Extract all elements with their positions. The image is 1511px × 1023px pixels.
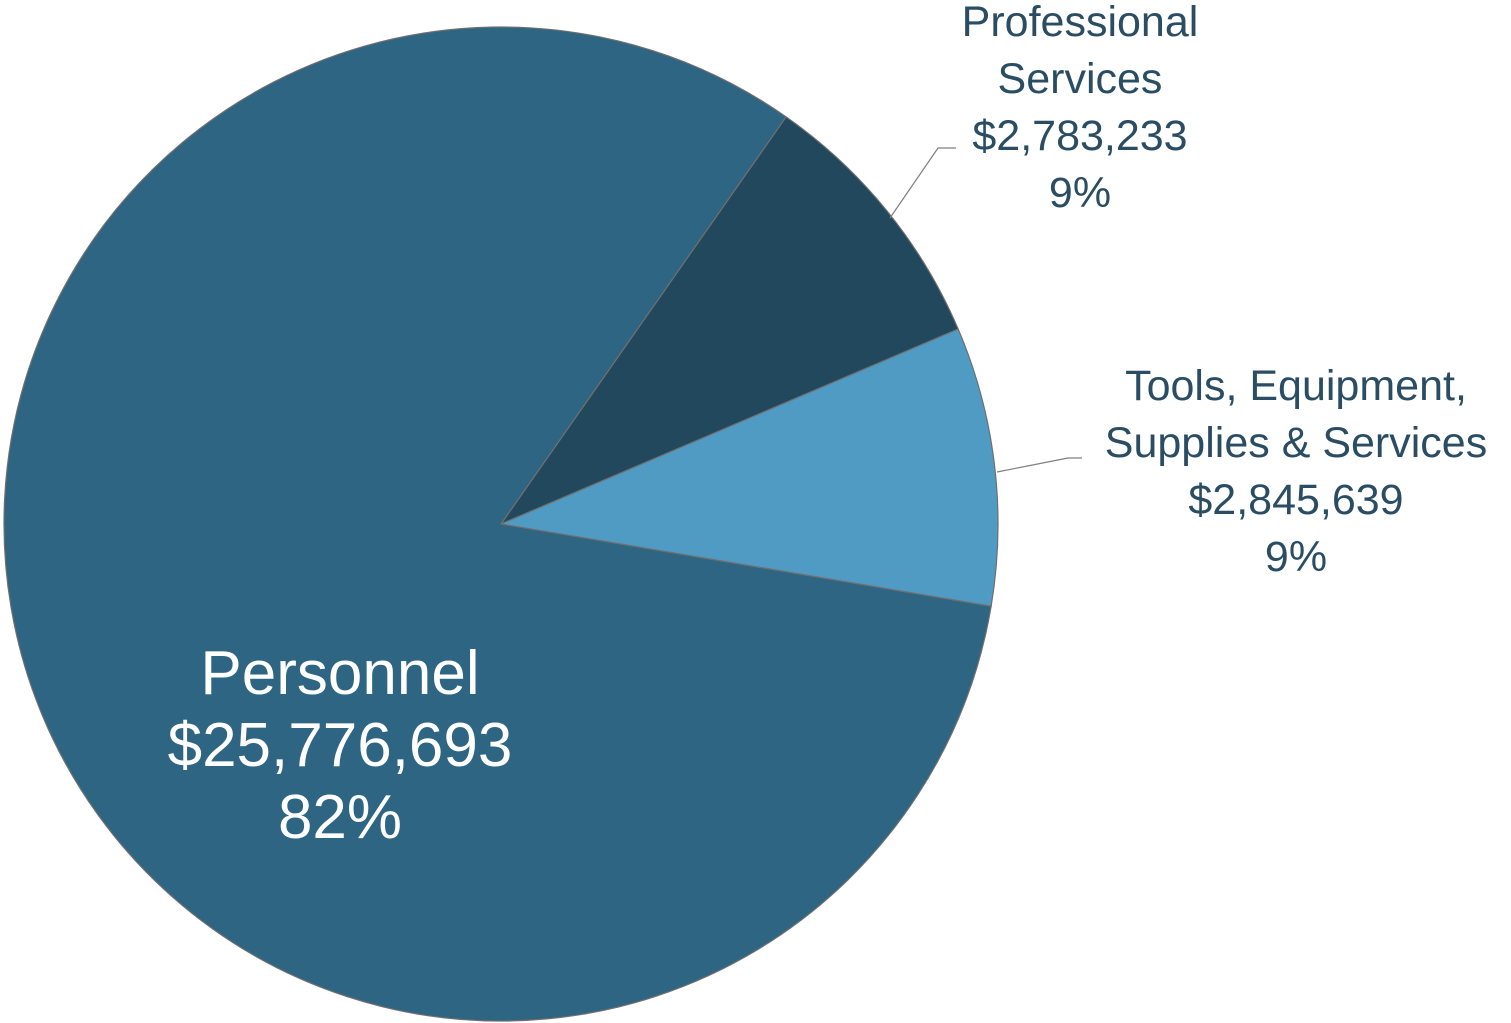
leader-line-professional-services (889, 147, 956, 219)
slice-labels: Professional Services $2,783,233 9%Tools, E… (168, 0, 1488, 852)
pie-slices (3, 26, 999, 1022)
slice-category-label: Services (998, 55, 1163, 103)
pie-slice-personnel (3, 26, 992, 1022)
leader-lines (889, 147, 1082, 473)
slice-category-label: Personnel (200, 639, 479, 708)
slice-value-label: $2,845,639 (1188, 476, 1403, 524)
slice-category-label: Tools, Equipment, (1125, 362, 1467, 410)
slice-value-label: $2,783,233 (972, 112, 1187, 160)
slice-percent-label: 9% (1265, 533, 1327, 581)
slice-category-label: Supplies & Services (1105, 419, 1487, 467)
pie-slice-tools-equipment-supplies-services (498, 328, 999, 607)
pie-slice-professional-services (499, 116, 959, 526)
slice-label-professional-services: Professional Services $2,783,233 9% (962, 0, 1199, 217)
slice-label-tools-equipment-supplies-services: Tools, Equipment, Supplies & Services $2,8… (1105, 362, 1487, 581)
slice-label-personnel: Personnel $25,776,693 82% (168, 639, 513, 852)
slice-category-label: Professional (962, 0, 1199, 46)
slice-percent-label: 9% (1049, 169, 1111, 217)
slice-value-label: $25,776,693 (168, 711, 513, 780)
slice-percent-label: 82% (278, 783, 402, 852)
leader-line-tools-equipment-supplies-services (996, 457, 1082, 473)
